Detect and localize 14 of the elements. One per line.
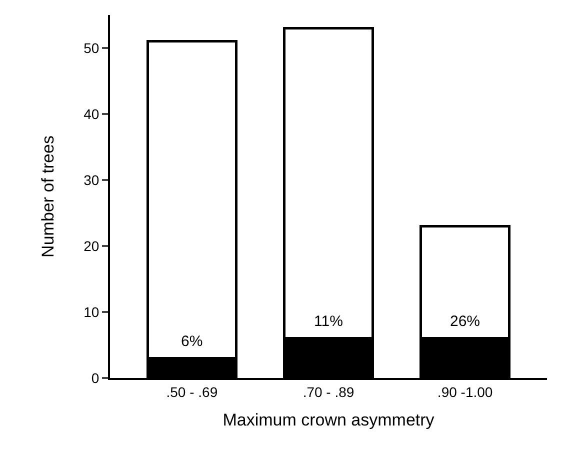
x-tick-label: .70 - .89 (302, 384, 354, 400)
y-tick-label: 0 (91, 370, 100, 386)
x-tick-label: .50 - .69 (166, 384, 218, 400)
y-tick-label: 10 (84, 304, 100, 320)
annotation: 26% (450, 313, 480, 330)
x-axis-title: Maximum crown asymmetry (222, 410, 435, 430)
annotation: 11% (314, 313, 343, 330)
y-tick-label: 20 (84, 238, 100, 254)
annotation: 6% (181, 333, 203, 350)
y-tick-label: 40 (84, 106, 100, 122)
y-axis-title: Number of trees (38, 136, 58, 258)
y-tick-label: 50 (84, 40, 100, 56)
x-tick-label: .90 -1.00 (437, 384, 493, 400)
y-tick-label: 30 (84, 172, 100, 188)
